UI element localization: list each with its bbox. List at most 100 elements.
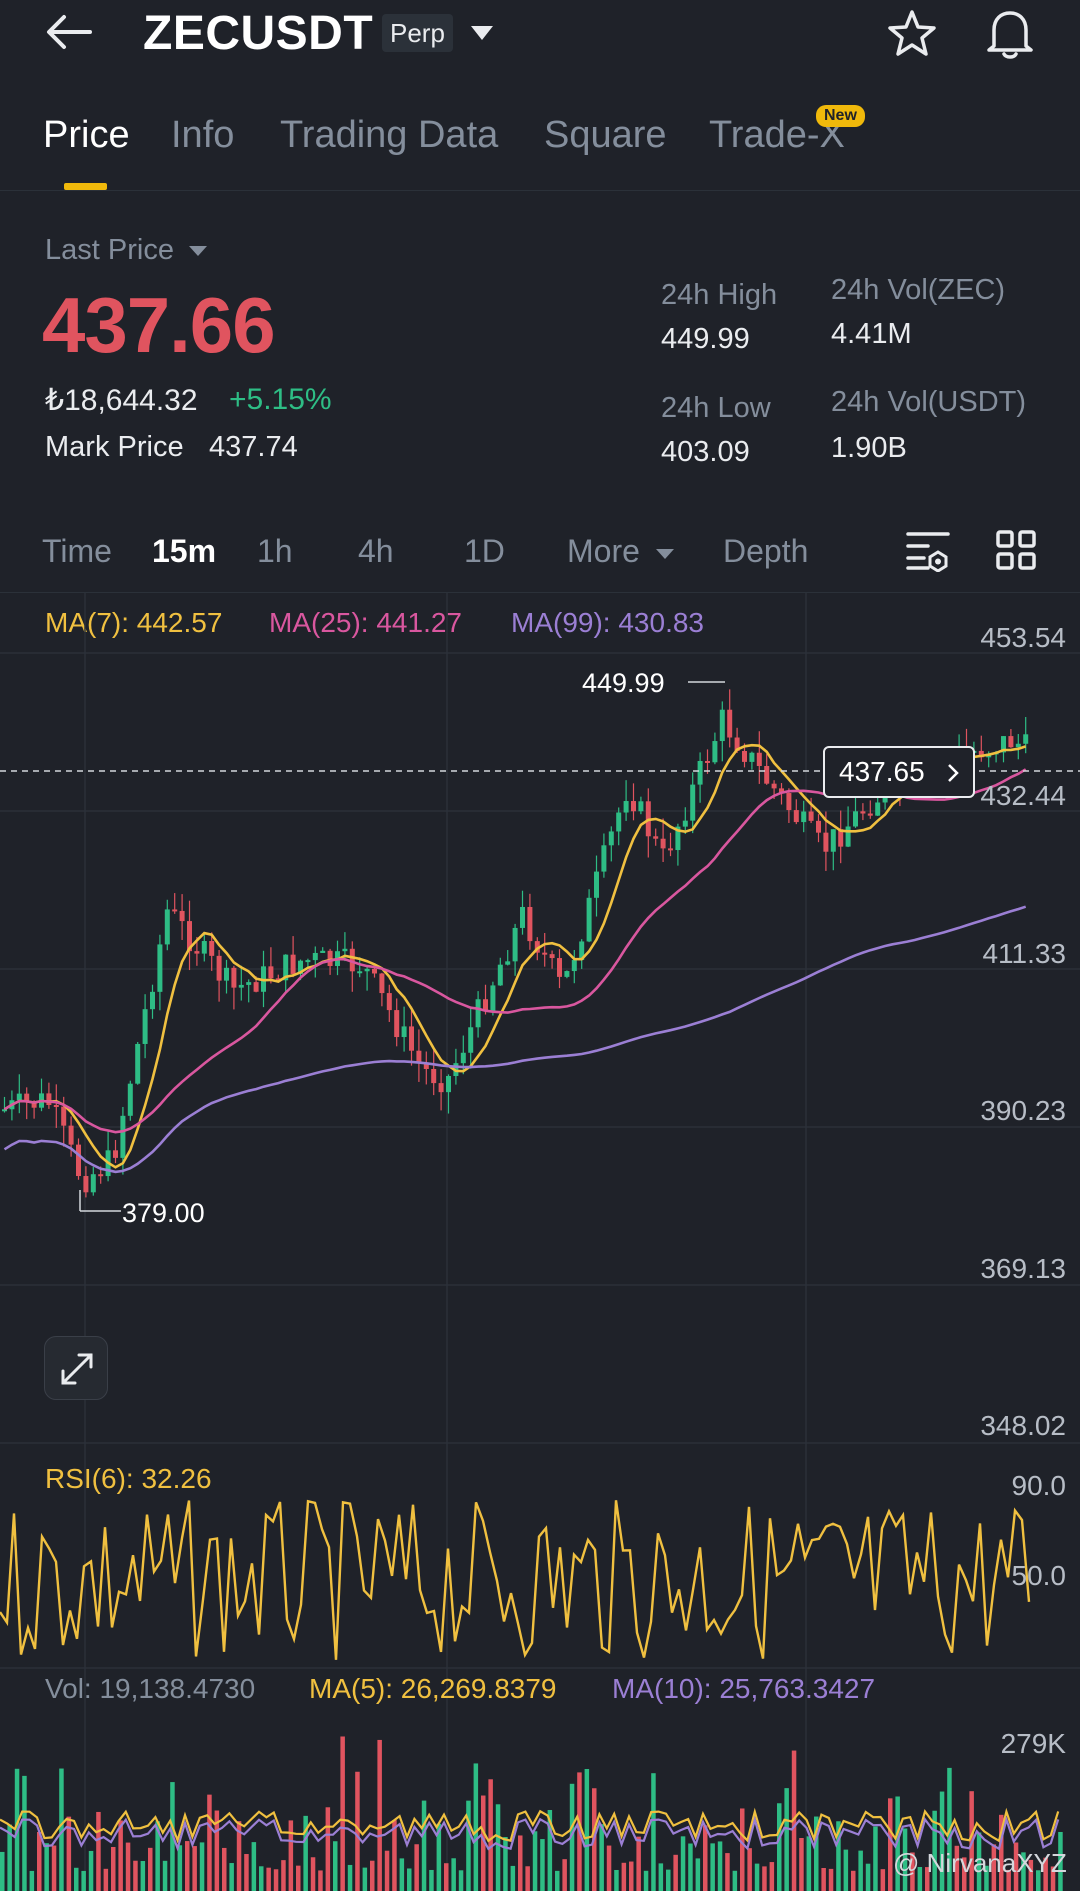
candle-body: [460, 1052, 466, 1064]
volume-bar: [355, 1771, 360, 1891]
candle-body: [127, 1083, 133, 1116]
candle-body: [320, 950, 326, 953]
volume-bar: [962, 1857, 967, 1891]
volume-bar: [333, 1841, 338, 1891]
star-icon[interactable]: [886, 8, 938, 60]
volume-bar: [791, 1750, 797, 1891]
volume-bar: [407, 1868, 412, 1891]
volume-bar: [29, 1870, 35, 1891]
candle-body: [142, 1009, 148, 1044]
volume-bar: [1058, 1831, 1063, 1891]
volume-bar: [976, 1832, 982, 1891]
volume-bar: [458, 1870, 464, 1891]
candle-body: [860, 811, 866, 814]
volume-bar: [370, 1860, 375, 1891]
volume-bar: [991, 1844, 997, 1891]
timeframe-4h[interactable]: 4h: [358, 533, 394, 569]
volume-bar: [814, 1816, 819, 1891]
volume-bar: [199, 1842, 205, 1891]
depth-tab[interactable]: Depth: [723, 533, 809, 569]
volume-bar: [310, 1857, 316, 1891]
candle-body: [76, 1144, 81, 1177]
timeframe-time[interactable]: Time: [42, 533, 112, 569]
volume-bar: [162, 1860, 168, 1891]
current-price-tag[interactable]: 437.65: [823, 746, 975, 798]
tab-square[interactable]: Square: [544, 114, 667, 156]
volume-bar: [710, 1843, 715, 1891]
timeframe-1h[interactable]: 1h: [257, 533, 293, 569]
ma25-legend: MA(25): 441.27: [269, 607, 462, 638]
candle-body: [135, 1043, 141, 1084]
volume-bar: [22, 1775, 27, 1891]
tabs-divider: [0, 190, 1080, 191]
volume-bar: [229, 1863, 234, 1891]
candle-body: [749, 752, 755, 762]
volume-bar: [658, 1863, 664, 1891]
candle-body: [431, 1068, 437, 1084]
last-price-label[interactable]: Last Price: [45, 234, 208, 267]
volume-bar: [436, 1823, 442, 1891]
volume-bar: [858, 1850, 863, 1891]
candle-body: [653, 836, 659, 839]
volume-bar: [518, 1835, 523, 1891]
timeframe-15m[interactable]: 15m: [152, 533, 217, 569]
volume-bar: [273, 1869, 279, 1891]
chart-grid: [0, 593, 1080, 1891]
candle-body: [342, 948, 348, 952]
timeframe-1d[interactable]: 1D: [464, 533, 505, 569]
chart-settings-icon[interactable]: [906, 530, 950, 572]
volume-bar: [532, 1831, 538, 1891]
vol-quote-value: 1.90B: [831, 432, 907, 464]
volume-bar: [37, 1831, 42, 1891]
tab-price[interactable]: Price: [43, 114, 130, 156]
candle-body: [246, 982, 252, 985]
candle-body: [401, 1026, 407, 1038]
rsi-line: [0, 1499, 1031, 1660]
candle-body: [327, 950, 333, 967]
tab-trading-data[interactable]: Trading Data: [280, 114, 499, 156]
price-axis-label: 390.23: [980, 1095, 1066, 1126]
bell-icon[interactable]: [984, 6, 1036, 60]
contract-type-badge[interactable]: Perp: [382, 14, 453, 52]
low-marker-label: 379.00: [122, 1198, 205, 1228]
fullscreen-button[interactable]: [44, 1336, 108, 1400]
symbol-title[interactable]: ZECUSDT: [143, 7, 374, 60]
candle-body: [742, 750, 747, 762]
candle-body: [283, 954, 289, 981]
candlestick-chart[interactable]: 449.99 379.00: [0, 593, 1080, 1891]
volume-bar: [318, 1870, 323, 1891]
volume-bar: [666, 1869, 671, 1891]
volume-bar: [1013, 1842, 1019, 1891]
vol-base-label: 24h Vol(ZEC): [831, 274, 1006, 306]
volume-bar: [873, 1826, 878, 1891]
volume-ma10-label: MA(10): 25,763.3427: [612, 1673, 876, 1704]
new-badge: New: [816, 105, 865, 127]
candle-body: [16, 1093, 22, 1101]
volume-bar: [880, 1869, 886, 1891]
candle-body: [179, 910, 185, 922]
timeframe-more[interactable]: More: [567, 533, 675, 570]
candle-body: [475, 999, 481, 1028]
volume-bar: [1043, 1857, 1048, 1891]
candle-body: [830, 829, 836, 852]
candle-body: [357, 971, 363, 974]
back-arrow-icon[interactable]: [44, 12, 94, 52]
dropdown-caret-icon[interactable]: [469, 24, 495, 42]
volume-bar: [244, 1854, 249, 1891]
volume-bar: [362, 1867, 368, 1891]
candle-body: [579, 941, 585, 961]
grid-layout-icon[interactable]: [996, 530, 1036, 570]
volume-bar: [266, 1867, 271, 1891]
tab-info[interactable]: Info: [171, 114, 235, 156]
candle-body: [564, 971, 570, 977]
volume-bar: [762, 1866, 767, 1891]
ma99-legend: MA(99): 430.83: [511, 607, 704, 638]
vol-quote-label: 24h Vol(USDT): [831, 386, 1027, 418]
candle-body: [534, 941, 540, 953]
candle-body: [712, 741, 718, 763]
candle-body: [808, 811, 814, 821]
volume-bar: [680, 1836, 686, 1891]
volume-bar: [525, 1866, 530, 1891]
low-value: 403.09: [661, 436, 750, 468]
volume-bar: [185, 1841, 190, 1891]
